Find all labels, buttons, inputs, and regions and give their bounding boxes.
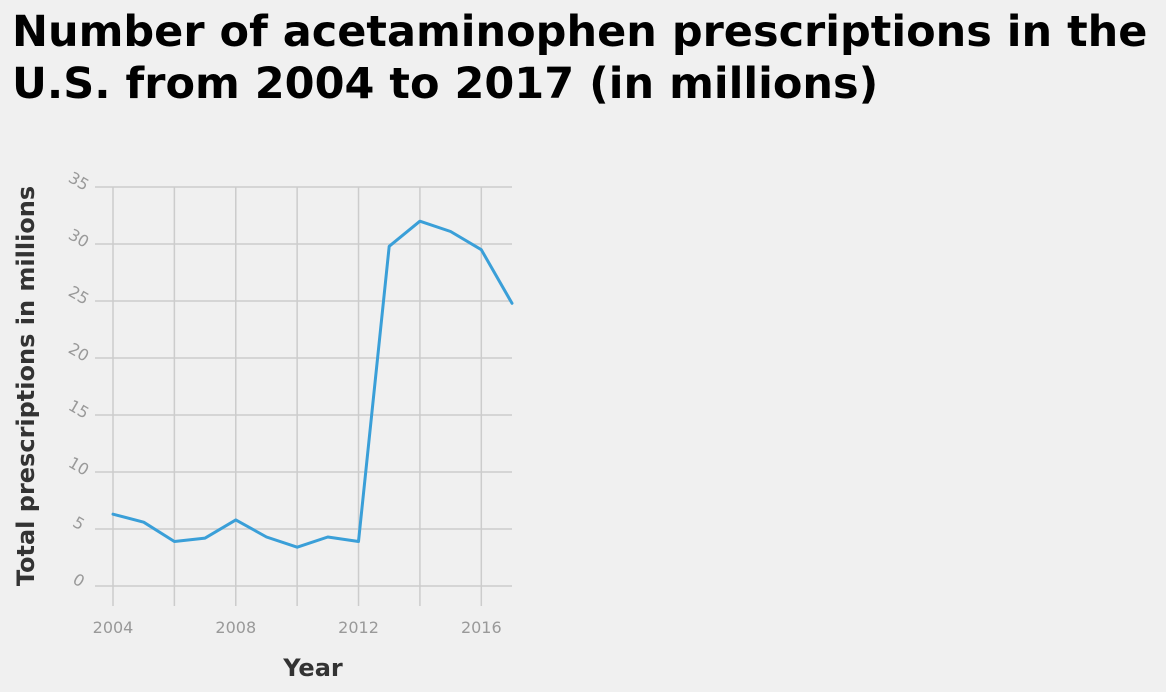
y-tick-label: 15 — [65, 396, 92, 423]
x-tick-label: 2004 — [93, 618, 134, 637]
y-tick-label: 25 — [65, 282, 92, 309]
series-layer — [111, 219, 514, 549]
grid — [95, 186, 512, 606]
y-tick-label: 20 — [65, 339, 92, 366]
x-tick-label: 2012 — [338, 618, 379, 637]
series-line — [111, 219, 514, 549]
tick-labels: 0 5 10 15 20 25 30 35 2004 2008 2012 2016 — [65, 168, 501, 637]
chart-title: Number of acetaminophen prescriptions in… — [12, 7, 1148, 109]
y-tick-label: 35 — [65, 168, 92, 195]
x-tick-label: 2016 — [461, 618, 502, 637]
y-axis-title: Total prescriptions in millions — [12, 186, 40, 586]
y-tick-label: 5 — [70, 512, 88, 534]
x-axis-title: Year — [282, 654, 343, 682]
x-tick-label: 2008 — [215, 618, 256, 637]
y-tick-label: 10 — [65, 453, 92, 480]
y-tick-label: 30 — [65, 225, 92, 252]
y-tick-label: 0 — [70, 569, 88, 591]
